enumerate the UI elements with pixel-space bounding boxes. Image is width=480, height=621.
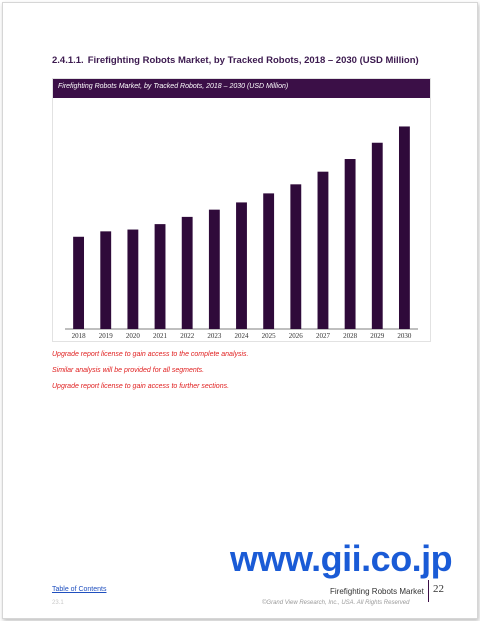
bar-2030 [398, 126, 410, 329]
bar-2022 [181, 216, 193, 329]
footer-divider [428, 580, 429, 602]
x-tick-label-2021: 2021 [153, 332, 168, 340]
bar-2027 [317, 171, 329, 329]
table-of-contents-link[interactable]: Table of Contents [52, 586, 107, 593]
x-tick-label-2022: 2022 [180, 332, 195, 340]
bar-2023 [208, 209, 220, 329]
bar-2026 [290, 184, 302, 329]
bar-2021 [154, 224, 166, 329]
x-tick-label-2025: 2025 [262, 332, 277, 340]
x-tick-label-2027: 2027 [316, 332, 331, 340]
bar-2018 [73, 236, 85, 329]
bar-2020 [127, 229, 139, 329]
x-tick-label-2018: 2018 [72, 332, 87, 340]
x-tick-label-2029: 2029 [370, 332, 385, 340]
upgrade-notice-similar-analysis: Similar analysis will be provided for al… [52, 367, 205, 374]
chart-header-bar: Firefighting Robots Market, by Tracked R… [53, 79, 430, 98]
bar-2024 [236, 202, 247, 329]
page-number: 22 [433, 583, 444, 595]
bar-2029 [371, 142, 383, 329]
section-number: 2.4.1.1. [52, 55, 84, 66]
x-tick-label-2028: 2028 [343, 332, 358, 340]
upgrade-notice-further-sections: Upgrade report license to gain access to… [52, 383, 230, 390]
gii-watermark: www.gii.co.jp [230, 538, 453, 579]
chart-container: Firefighting Robots Market, by Tracked R… [52, 78, 431, 342]
section-title: Firefighting Robots Market, by Tracked R… [87, 55, 419, 66]
footer-sub-label: 23.1 [52, 600, 64, 606]
x-tick-label-2020: 2020 [126, 332, 141, 340]
footer-copyright: ©Grand View Research, Inc., USA. All Rig… [262, 600, 410, 606]
bar-2028 [344, 159, 356, 329]
bar-chart: 2018 2019 2020 2021 2022 2023 2024 2025 2026 2027… [65, 126, 418, 340]
x-tick-label-2026: 2026 [289, 332, 304, 340]
upgrade-notice-complete-analysis: Upgrade report license to gain access to… [52, 351, 249, 358]
x-tick-label-2024: 2024 [235, 332, 250, 340]
x-tick-label-2023: 2023 [207, 332, 222, 340]
x-tick-label-2030: 2030 [397, 332, 412, 340]
chart-title: Firefighting Robots Market, by Tracked R… [58, 83, 289, 90]
bar-2025 [263, 193, 275, 330]
footer-report-title: Firefighting Robots Market [330, 587, 424, 596]
bar-2019 [100, 231, 112, 329]
x-tick-label-2019: 2019 [99, 332, 114, 340]
section-heading: 2.4.1.1. Firefighting Robots Market, by T… [52, 55, 452, 66]
